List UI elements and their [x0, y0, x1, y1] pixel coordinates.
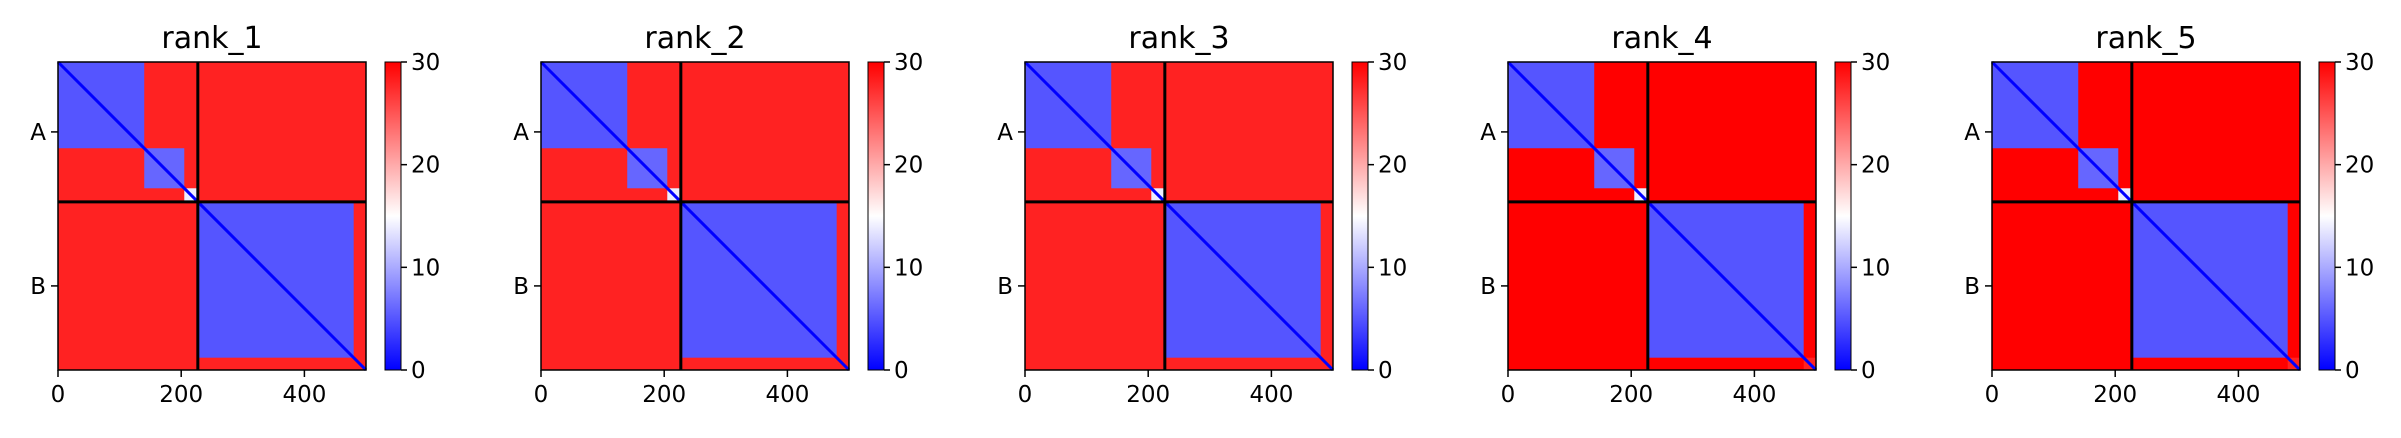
x-tick-label: 400 [1732, 382, 1776, 408]
plot-frame [540, 61, 850, 371]
y-tick-label: B [513, 274, 529, 300]
colorbar-tick-label: 10 [2345, 255, 2374, 281]
x-tick-label: 400 [765, 382, 809, 408]
x-tick-label: 0 [534, 382, 549, 408]
colorbar [867, 61, 885, 371]
x-tick-label: 400 [1249, 382, 1293, 408]
colorbar-tick-label: 30 [1378, 50, 1407, 76]
y-tick-label: B [1480, 274, 1496, 300]
colorbar [2318, 61, 2336, 371]
x-tick-label: 400 [2216, 382, 2260, 408]
colorbar-tick-label: 0 [1861, 358, 1876, 384]
x-tick-label: 0 [1501, 382, 1516, 408]
plot-frame [57, 61, 367, 371]
plot-frame [1024, 61, 1334, 371]
y-tick-label: A [513, 120, 529, 146]
diagonal-line [1990, 60, 2302, 372]
plot-frame [1507, 61, 1817, 371]
y-tick-label: B [30, 274, 46, 300]
colorbar [1834, 61, 1852, 371]
x-tick-label: 200 [642, 382, 686, 408]
heatmap-panel-3: rank_3 A B 0 200 400 0 10 20 30 [997, 21, 1407, 408]
colorbar-tick-label: 20 [1861, 153, 1890, 179]
y-tick-label: A [997, 120, 1013, 146]
colorbar [384, 61, 402, 371]
colorbar-tick-label: 10 [894, 255, 923, 281]
colorbar-tick-label: 20 [2345, 153, 2374, 179]
colorbar-tick-label: 0 [411, 358, 426, 384]
panel-title: rank_1 [161, 21, 262, 56]
diagonal-line [1023, 60, 1335, 372]
heatmap-panel-1: rank_1 A B 0 200 400 0 10 20 30 [30, 21, 440, 408]
x-tick-label: 200 [2093, 382, 2137, 408]
panel-title: rank_5 [2095, 21, 2196, 56]
colorbar-tick-label: 10 [411, 255, 440, 281]
panel-title: rank_4 [1611, 21, 1712, 56]
x-tick-label: 200 [1609, 382, 1653, 408]
panel-title: rank_2 [644, 21, 745, 56]
colorbar-tick-label: 10 [1378, 255, 1407, 281]
colorbar-tick-label: 30 [1861, 50, 1890, 76]
y-tick-label: A [1480, 120, 1496, 146]
x-tick-label: 400 [282, 382, 326, 408]
colorbar-tick-label: 0 [1378, 358, 1393, 384]
heatmap-panel-5: rank_5 A B 0 200 400 0 10 20 30 [1964, 21, 2374, 408]
diagonal-line [1506, 60, 1818, 372]
colorbar-tick-label: 30 [2345, 50, 2374, 76]
colorbar-tick-label: 20 [411, 153, 440, 179]
colorbar-tick-label: 20 [1378, 153, 1407, 179]
y-tick-label: A [30, 120, 46, 146]
x-tick-label: 200 [1126, 382, 1170, 408]
colorbar-tick-label: 30 [411, 50, 440, 76]
colorbar [1351, 61, 1369, 371]
y-tick-label: B [997, 274, 1013, 300]
x-tick-label: 200 [159, 382, 203, 408]
colorbar-tick-label: 0 [2345, 358, 2360, 384]
diagonal-line [539, 60, 851, 372]
colorbar-tick-label: 10 [1861, 255, 1890, 281]
y-tick-label: A [1964, 120, 1980, 146]
y-tick-label: B [1964, 274, 1980, 300]
diagonal-line [56, 60, 368, 372]
colorbar-tick-label: 20 [894, 153, 923, 179]
heatmap-panel-4: rank_4 A B 0 200 400 0 10 20 30 [1480, 21, 1890, 408]
colorbar-tick-label: 30 [894, 50, 923, 76]
x-tick-label: 0 [1018, 382, 1033, 408]
plot-frame [1991, 61, 2301, 371]
x-tick-label: 0 [1985, 382, 2000, 408]
panel-title: rank_3 [1128, 21, 1229, 56]
heatmap-panel-2: rank_2 A B 0 200 400 0 10 20 30 [513, 21, 923, 408]
x-tick-label: 0 [51, 382, 66, 408]
colorbar-tick-label: 0 [894, 358, 909, 384]
